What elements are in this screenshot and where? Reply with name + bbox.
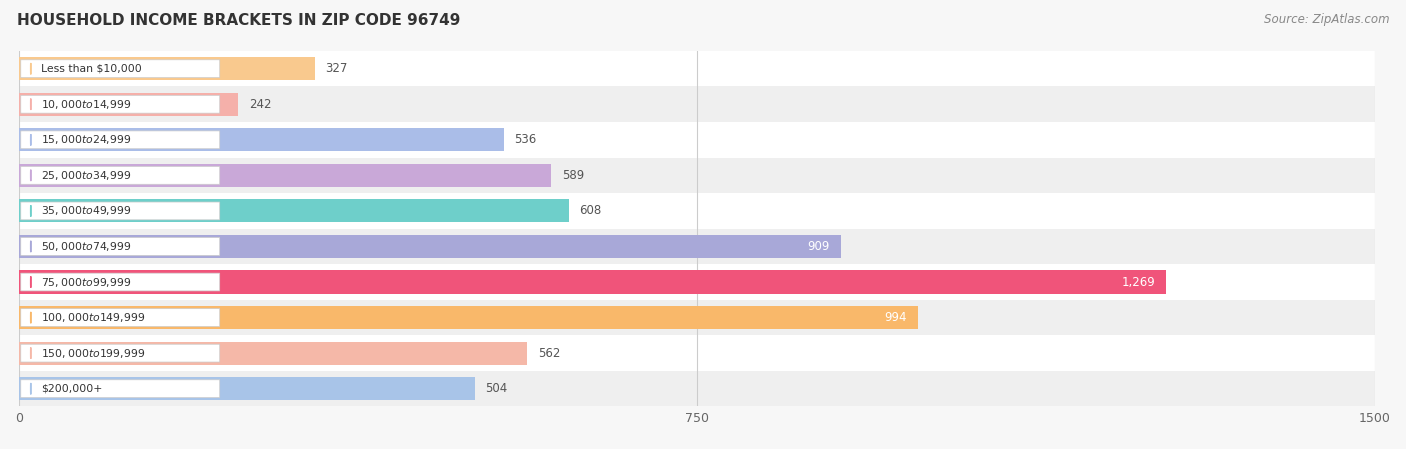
Text: 504: 504 (485, 382, 508, 395)
Text: 608: 608 (579, 204, 602, 217)
Text: $50,000 to $74,999: $50,000 to $74,999 (41, 240, 131, 253)
FancyBboxPatch shape (21, 167, 219, 184)
Text: HOUSEHOLD INCOME BRACKETS IN ZIP CODE 96749: HOUSEHOLD INCOME BRACKETS IN ZIP CODE 96… (17, 13, 460, 28)
Bar (20, 371, 1375, 406)
Text: 589: 589 (562, 169, 585, 182)
FancyBboxPatch shape (21, 202, 219, 220)
FancyBboxPatch shape (21, 309, 219, 326)
Bar (20, 306, 918, 329)
FancyBboxPatch shape (21, 95, 219, 113)
Bar (20, 235, 841, 258)
Text: 536: 536 (515, 133, 537, 146)
Text: $150,000 to $199,999: $150,000 to $199,999 (41, 347, 145, 360)
FancyBboxPatch shape (21, 344, 219, 362)
Bar (20, 128, 503, 151)
Text: Source: ZipAtlas.com: Source: ZipAtlas.com (1264, 13, 1389, 26)
Bar (20, 229, 1375, 264)
Bar (20, 199, 568, 222)
Bar (20, 300, 1375, 335)
Bar (20, 193, 1375, 229)
Text: $15,000 to $24,999: $15,000 to $24,999 (41, 133, 131, 146)
Bar (20, 342, 527, 365)
Bar (20, 92, 238, 116)
Text: 242: 242 (249, 98, 271, 111)
Text: 1,269: 1,269 (1122, 276, 1156, 289)
Text: Less than $10,000: Less than $10,000 (41, 64, 142, 74)
Bar (20, 164, 551, 187)
Text: $100,000 to $149,999: $100,000 to $149,999 (41, 311, 145, 324)
Text: $10,000 to $14,999: $10,000 to $14,999 (41, 98, 131, 111)
Bar (20, 51, 1375, 87)
Bar (20, 57, 315, 80)
Text: 562: 562 (538, 347, 561, 360)
Bar (20, 377, 475, 400)
Text: 994: 994 (884, 311, 907, 324)
FancyBboxPatch shape (21, 131, 219, 149)
Text: 909: 909 (807, 240, 830, 253)
Text: $35,000 to $49,999: $35,000 to $49,999 (41, 204, 131, 217)
Bar (20, 158, 1375, 193)
Text: $200,000+: $200,000+ (41, 384, 103, 394)
Bar (20, 335, 1375, 371)
Bar (20, 122, 1375, 158)
FancyBboxPatch shape (21, 273, 219, 291)
FancyBboxPatch shape (21, 238, 219, 255)
Text: $75,000 to $99,999: $75,000 to $99,999 (41, 276, 131, 289)
FancyBboxPatch shape (21, 380, 219, 397)
Bar (20, 270, 1166, 294)
Text: 327: 327 (325, 62, 347, 75)
Bar (20, 264, 1375, 300)
Text: $25,000 to $34,999: $25,000 to $34,999 (41, 169, 131, 182)
Bar (20, 87, 1375, 122)
FancyBboxPatch shape (21, 60, 219, 78)
